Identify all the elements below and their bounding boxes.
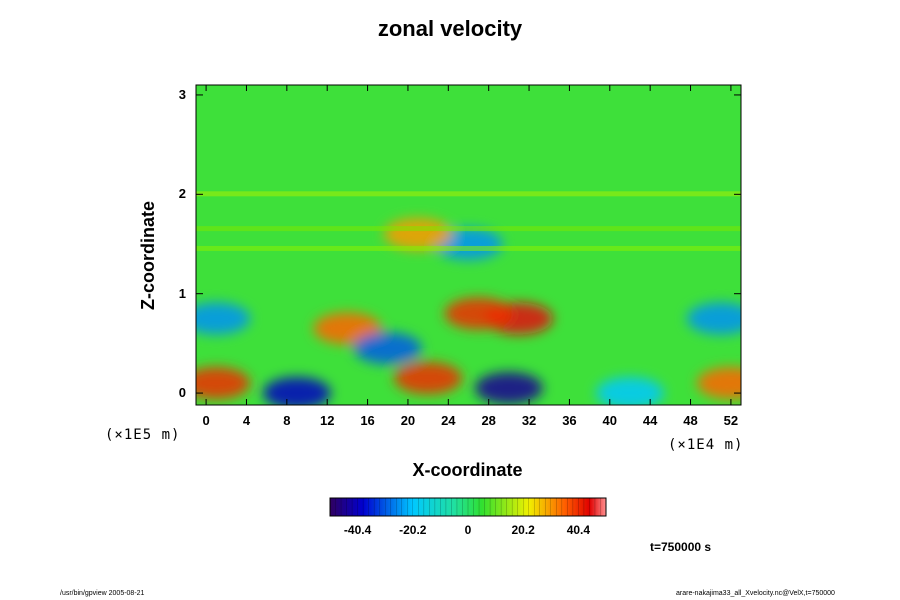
heatmap-feature [444, 297, 513, 330]
x-tick-label: 48 [683, 413, 698, 428]
colorbar-tick-label: 40.4 [566, 523, 591, 537]
x-tick-label: 52 [723, 413, 739, 428]
y-tick-label: 1 [178, 285, 186, 301]
chart-title: zonal velocity [377, 16, 523, 41]
heatmap-feature [262, 377, 331, 405]
heatmap-feature [595, 377, 664, 405]
colorbar-ticks [329, 498, 607, 516]
y-axis-ticks [196, 94, 741, 394]
x-axis-label: X-coordinate [412, 460, 523, 480]
x-axis-ticks [205, 85, 732, 405]
colorbar-tick-label: -40.4 [343, 523, 372, 537]
x-tick-label: 4 [242, 413, 251, 428]
x-tick-label: 20 [400, 413, 416, 428]
x-tick-label: 36 [562, 413, 577, 428]
x-tick-label: 24 [441, 413, 456, 428]
footer-source: arare-nakajima33_all_Xvelocity.nc@VelX,t… [676, 590, 835, 597]
x-tick-label: 28 [481, 413, 496, 428]
x-tick-label: 44 [642, 413, 658, 428]
heatmap-band [196, 191, 741, 197]
x-tick-label: 40 [602, 413, 618, 428]
plot-frame [195, 84, 742, 406]
x-tick-label: 12 [319, 413, 335, 428]
heatmap-feature [686, 302, 741, 335]
heatmap-feature [313, 312, 382, 345]
heatmap-feature [196, 302, 251, 335]
z-scale-note: (×1E5 m) [105, 427, 181, 443]
colorbar-tick-label: 0 [464, 523, 472, 537]
time-label: t=750000 s [650, 540, 712, 554]
heatmap-feature [696, 367, 741, 400]
y-tick-label: 2 [178, 186, 186, 202]
heatmap-feature [394, 362, 463, 395]
x-tick-label: 8 [283, 413, 291, 428]
heatmap-bands [196, 191, 741, 251]
y-axis-label: Z-coordinate [138, 200, 158, 310]
y-tick-label: 3 [178, 86, 186, 102]
heatmap-features [196, 218, 741, 405]
heatmap-feature [196, 367, 251, 400]
heatmap-feature [384, 218, 453, 251]
x-tick-label: 16 [360, 413, 375, 428]
x-scale-note: (×1E4 m) [668, 437, 744, 453]
x-tick-label: 0 [202, 413, 210, 428]
colorbar-tick-label: -20.2 [399, 523, 427, 537]
y-tick-label: 0 [178, 385, 186, 401]
heatmap-band [196, 226, 741, 232]
footer-command: /usr/bin/gpview 2005-08-21 [60, 590, 145, 597]
heatmap-band [196, 245, 741, 251]
colorbar [329, 497, 607, 517]
heatmap-feature [474, 372, 543, 405]
heatmap-feature [353, 332, 422, 365]
x-tick-label: 32 [521, 413, 537, 428]
colorbar-tick-label: 20.2 [511, 523, 535, 537]
